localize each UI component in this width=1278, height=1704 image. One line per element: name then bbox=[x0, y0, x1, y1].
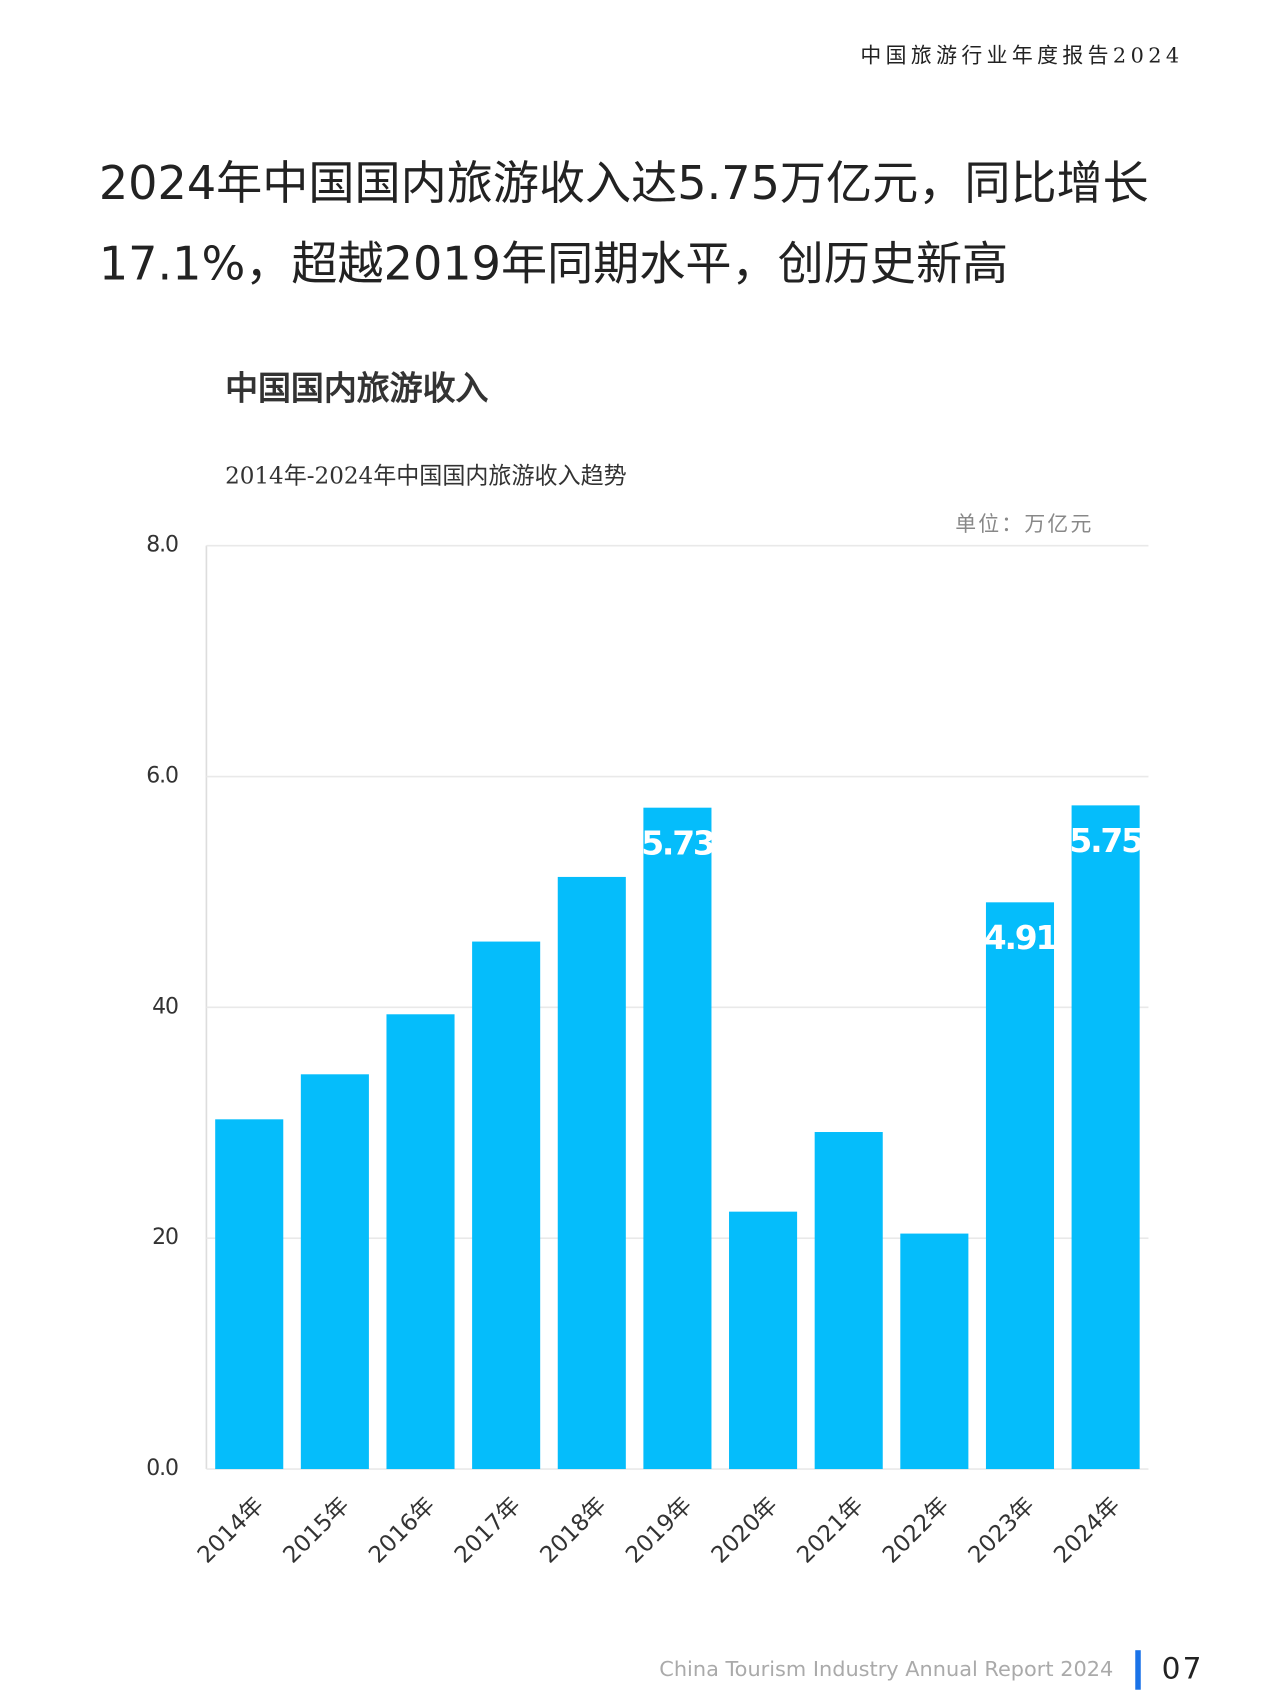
data-label: 5.73 bbox=[641, 824, 714, 863]
footer-bar bbox=[1135, 1650, 1141, 1690]
x-tick-label: 2022年 bbox=[878, 1492, 954, 1568]
bar bbox=[215, 1119, 284, 1470]
x-tick-label: 2020年 bbox=[707, 1492, 783, 1568]
data-label: 4.91 bbox=[984, 918, 1057, 957]
x-tick-label: 2023年 bbox=[964, 1492, 1040, 1568]
headline-line: 17.1%，超越2019年同期水平，创历史新高 bbox=[99, 236, 1008, 290]
headline-line: 2024年中国国内旅游收入达5.75万亿元，同比增长 bbox=[99, 156, 1149, 210]
x-tick-label: 2024年 bbox=[1049, 1492, 1125, 1568]
x-tick-label: 2015年 bbox=[279, 1492, 355, 1568]
x-tick-label: 2016年 bbox=[364, 1492, 440, 1568]
x-tick-label: 2017年 bbox=[450, 1492, 526, 1568]
data-label: 5.75 bbox=[1069, 821, 1142, 860]
chart-title: 中国国内旅游收入 bbox=[225, 368, 488, 407]
page-number: 07 bbox=[1162, 1650, 1204, 1685]
unit-label: 单位：万亿元 bbox=[955, 512, 1093, 536]
x-tick-label: 2018年 bbox=[535, 1492, 611, 1568]
x-tick-label: 2021年 bbox=[792, 1492, 868, 1568]
y-tick-label: 0.0 bbox=[146, 1456, 178, 1481]
bar bbox=[900, 1233, 969, 1470]
x-tick-label: 2019年 bbox=[621, 1492, 697, 1568]
bar bbox=[814, 1132, 883, 1470]
footer-text: China Tourism Industry Annual Report 202… bbox=[659, 1657, 1113, 1681]
header: 中国旅游行业年度报告2024 bbox=[860, 44, 1183, 68]
bar bbox=[300, 1074, 369, 1470]
y-tick-label: 8.0 bbox=[146, 533, 178, 558]
y-tick-label: 20 bbox=[152, 1225, 178, 1250]
chart-subtitle: 2014年-2024年中国国内旅游收入趋势 bbox=[225, 464, 627, 490]
bar bbox=[985, 902, 1055, 1470]
x-tick-label: 2014年 bbox=[193, 1492, 269, 1568]
bar bbox=[386, 1014, 455, 1470]
bar bbox=[729, 1211, 798, 1470]
y-tick-label: 6.0 bbox=[146, 764, 178, 789]
bar bbox=[472, 941, 541, 1470]
y-tick-label: 40 bbox=[152, 994, 178, 1019]
bar bbox=[643, 807, 712, 1470]
bar bbox=[1071, 805, 1140, 1470]
bar bbox=[557, 876, 626, 1470]
